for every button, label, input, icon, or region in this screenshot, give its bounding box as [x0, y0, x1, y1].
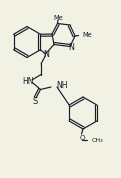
Text: HN: HN	[22, 77, 34, 87]
Text: N: N	[44, 50, 49, 59]
Text: NH: NH	[56, 82, 68, 90]
Text: Me: Me	[82, 32, 92, 38]
Text: CH₃: CH₃	[92, 137, 104, 143]
Text: O: O	[79, 135, 85, 141]
Text: N: N	[68, 43, 74, 51]
Text: S: S	[33, 97, 38, 106]
Text: Me: Me	[54, 15, 63, 21]
